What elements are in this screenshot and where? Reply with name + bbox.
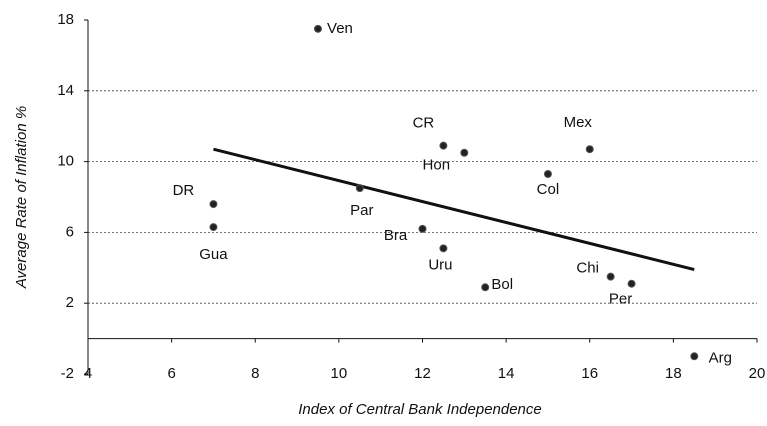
point bbox=[585, 145, 594, 154]
y-tick-label: 2 bbox=[66, 294, 74, 311]
point-label: Mex bbox=[564, 114, 593, 131]
point bbox=[439, 244, 448, 253]
x-tick-label: 10 bbox=[331, 365, 348, 382]
x-tick-label: 14 bbox=[498, 365, 515, 382]
x-tick-label: 12 bbox=[414, 365, 431, 382]
point-label: Bol bbox=[491, 276, 513, 293]
point-label: Hon bbox=[423, 157, 451, 174]
x-tick-label: 6 bbox=[167, 365, 175, 382]
x-tick-label: 8 bbox=[251, 365, 259, 382]
y-tick-label: 10 bbox=[57, 153, 74, 170]
x-tick-label: 20 bbox=[749, 365, 766, 382]
point bbox=[481, 283, 490, 292]
point-label: Arg bbox=[709, 349, 732, 366]
trend-line bbox=[213, 147, 695, 272]
point bbox=[543, 169, 552, 178]
x-tick-label: 16 bbox=[581, 365, 598, 382]
y-axis-title: Average Rate of Inflation % bbox=[13, 106, 30, 289]
point bbox=[209, 200, 218, 209]
point bbox=[627, 279, 636, 288]
point-label: Col bbox=[537, 181, 560, 198]
y-tick-label: 6 bbox=[66, 223, 74, 240]
x-tick-label: 18 bbox=[665, 365, 682, 382]
point bbox=[690, 352, 699, 361]
x-axis-title: Index of Central Bank Independence bbox=[298, 401, 542, 418]
y-tick-label: 14 bbox=[57, 82, 74, 99]
point bbox=[313, 24, 322, 33]
point-label: DR bbox=[173, 182, 195, 199]
point-label: Ven bbox=[327, 20, 353, 37]
point-label: Gua bbox=[199, 246, 228, 263]
point bbox=[418, 224, 427, 233]
y-tick-label: -2 bbox=[61, 365, 74, 382]
point bbox=[209, 223, 218, 232]
point bbox=[460, 148, 469, 157]
y-tick-label: 18 bbox=[57, 11, 74, 28]
point bbox=[439, 141, 448, 150]
point-label: Per bbox=[609, 291, 632, 308]
point-label: Chi bbox=[576, 260, 599, 277]
point-label: Uru bbox=[428, 256, 452, 273]
point-label: Par bbox=[350, 202, 373, 219]
point-label: CR bbox=[413, 115, 435, 132]
point bbox=[355, 184, 364, 193]
point bbox=[606, 272, 615, 281]
point-label: Bra bbox=[384, 227, 408, 244]
